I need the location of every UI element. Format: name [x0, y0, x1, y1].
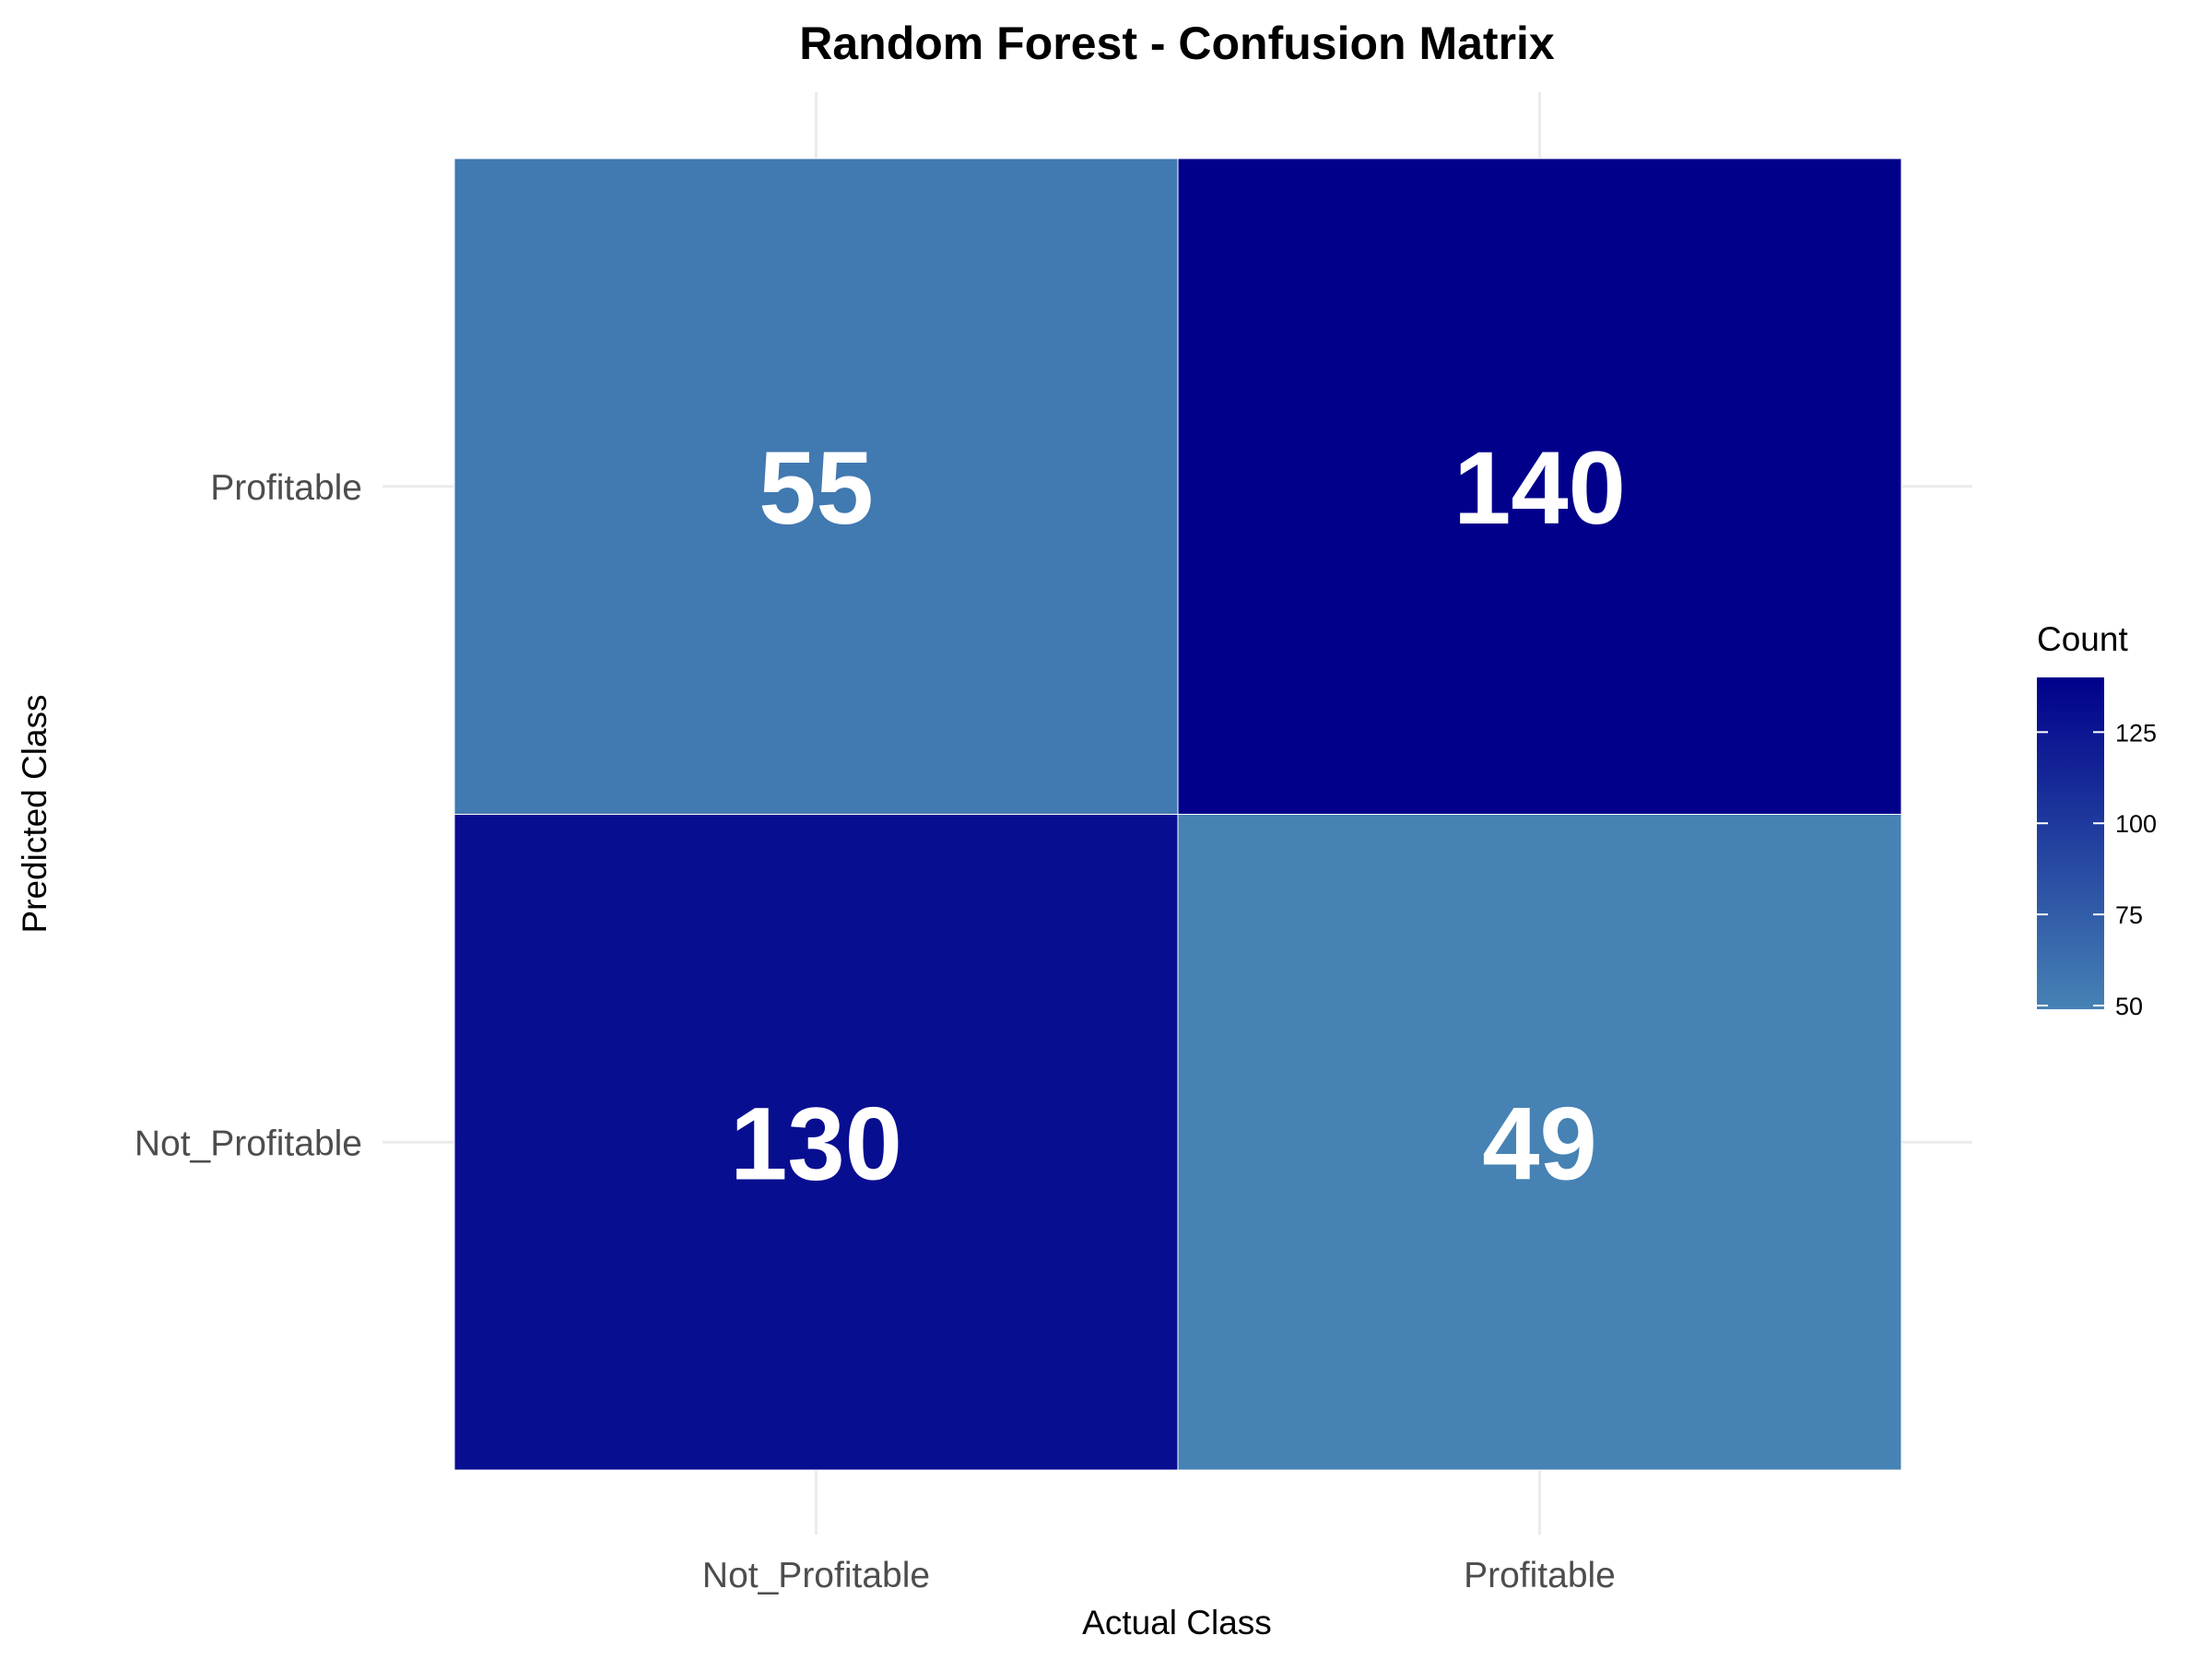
- x-axis-title: Actual Class: [1082, 1604, 1272, 1641]
- legend-tick-label: 75: [2115, 901, 2143, 929]
- legend-color-bar: [2037, 677, 2104, 1009]
- legend-tick-label: 50: [2115, 993, 2143, 1020]
- legend-tick-label: 125: [2115, 719, 2157, 747]
- cell-value-label: 140: [1453, 430, 1626, 546]
- heatmap-cells: [453, 158, 1902, 1471]
- legend-tick-label: 100: [2115, 810, 2157, 838]
- cell-value-label: 49: [1482, 1086, 1597, 1201]
- cell-value-label: 130: [730, 1086, 902, 1201]
- heatmap-cell: [1177, 814, 1902, 1471]
- x-tick-label: Profitable: [1464, 1556, 1616, 1595]
- legend-ticks: 50 75 100 125: [2037, 719, 2157, 1020]
- y-axis-ticks: Not_Profitable Profitable: [135, 468, 362, 1164]
- heatmap-cell: [453, 158, 1179, 815]
- x-tick-label: Not_Profitable: [702, 1556, 930, 1595]
- color-legend: Count 50 75 100 125: [2037, 620, 2157, 1020]
- chart-title: Random Forest - Confusion Matrix: [799, 18, 1555, 69]
- x-axis-ticks: Not_Profitable Profitable: [702, 1556, 1616, 1595]
- y-tick-label: Not_Profitable: [135, 1124, 362, 1163]
- y-tick-label: Profitable: [210, 468, 362, 508]
- heatmap-cell: [453, 814, 1179, 1471]
- cell-value-label: 55: [759, 430, 874, 546]
- y-axis-title: Predicted Class: [16, 694, 53, 933]
- cell-value-labels: 55 140 130 49: [730, 430, 1626, 1202]
- legend-title: Count: [2037, 620, 2128, 658]
